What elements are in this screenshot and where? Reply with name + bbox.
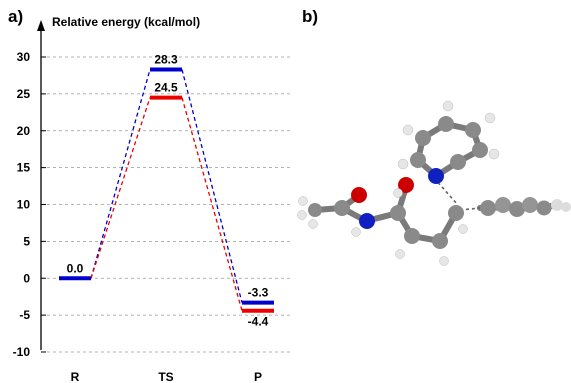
data-labels: 0.0 28.3 24.5 -3.3 -4.4 [67,53,269,329]
nitrogen-atom [359,213,375,229]
data-label: -3.3 [248,286,269,300]
x-category-labels: R TS P [71,370,262,383]
phenyl-ring [480,197,571,217]
connector-line [90,69,151,279]
y-tick-label: 25 [17,87,31,101]
data-label: -4.4 [248,315,269,329]
oxygen-atom [398,177,414,193]
x-category-label: R [71,370,80,383]
molecule-structure-illustration [297,100,571,266]
y-tick-label: 0 [23,271,30,285]
carbon-atom [308,203,322,217]
y-axis-title: Relative energy (kcal/mol) [52,15,200,29]
hydrogen-atom [298,196,308,206]
x-category-label: P [254,370,262,383]
hydrogen-atom [351,227,361,237]
y-tick-label: 10 [17,198,31,212]
panel-b-label: b) [302,7,318,26]
oxygen-atom [351,187,367,203]
carbon-atom [390,205,406,221]
gridlines [41,56,290,353]
energy-levels [59,67,274,313]
y-tick-label: 15 [17,161,31,175]
data-label: 0.0 [67,261,84,275]
hydrogen-atom [458,224,468,234]
phenyl-ring [397,100,500,170]
y-tick-label: -10 [13,345,31,359]
hydrogen-atom [439,256,449,266]
hydrogen-atom [308,219,318,229]
carbon-atom [432,233,448,249]
y-tick-label: -5 [19,308,30,322]
x-category-label: TS [158,370,173,383]
panel-a-label: a) [8,7,23,26]
carbon-atom [448,205,464,221]
data-label: 28.3 [154,53,178,67]
connector-line [90,97,151,279]
connector-line [181,69,243,303]
y-axis [37,20,45,350]
carbon-atom [334,200,350,216]
hydrogen-atom [395,249,405,259]
data-label: 24.5 [154,81,178,95]
hydrogen-atom [297,210,307,220]
carbon-atom [404,228,420,244]
connector-lines [90,69,243,311]
y-tick-label: 20 [17,124,31,138]
y-tick-label: 30 [17,50,31,64]
hydrogen-atom [393,188,403,198]
connector-line [181,97,243,311]
y-tick-labels: 30 25 20 15 10 5 0 -5 -10 [13,50,31,359]
energy-profile-chart: Relative energy (kcal/mol) 30 25 20 15 10 5 0 -… [13,15,290,383]
y-tick-label: 5 [23,234,30,248]
y-axis-arrow-icon [37,20,45,31]
nitrogen-atom [428,168,444,184]
